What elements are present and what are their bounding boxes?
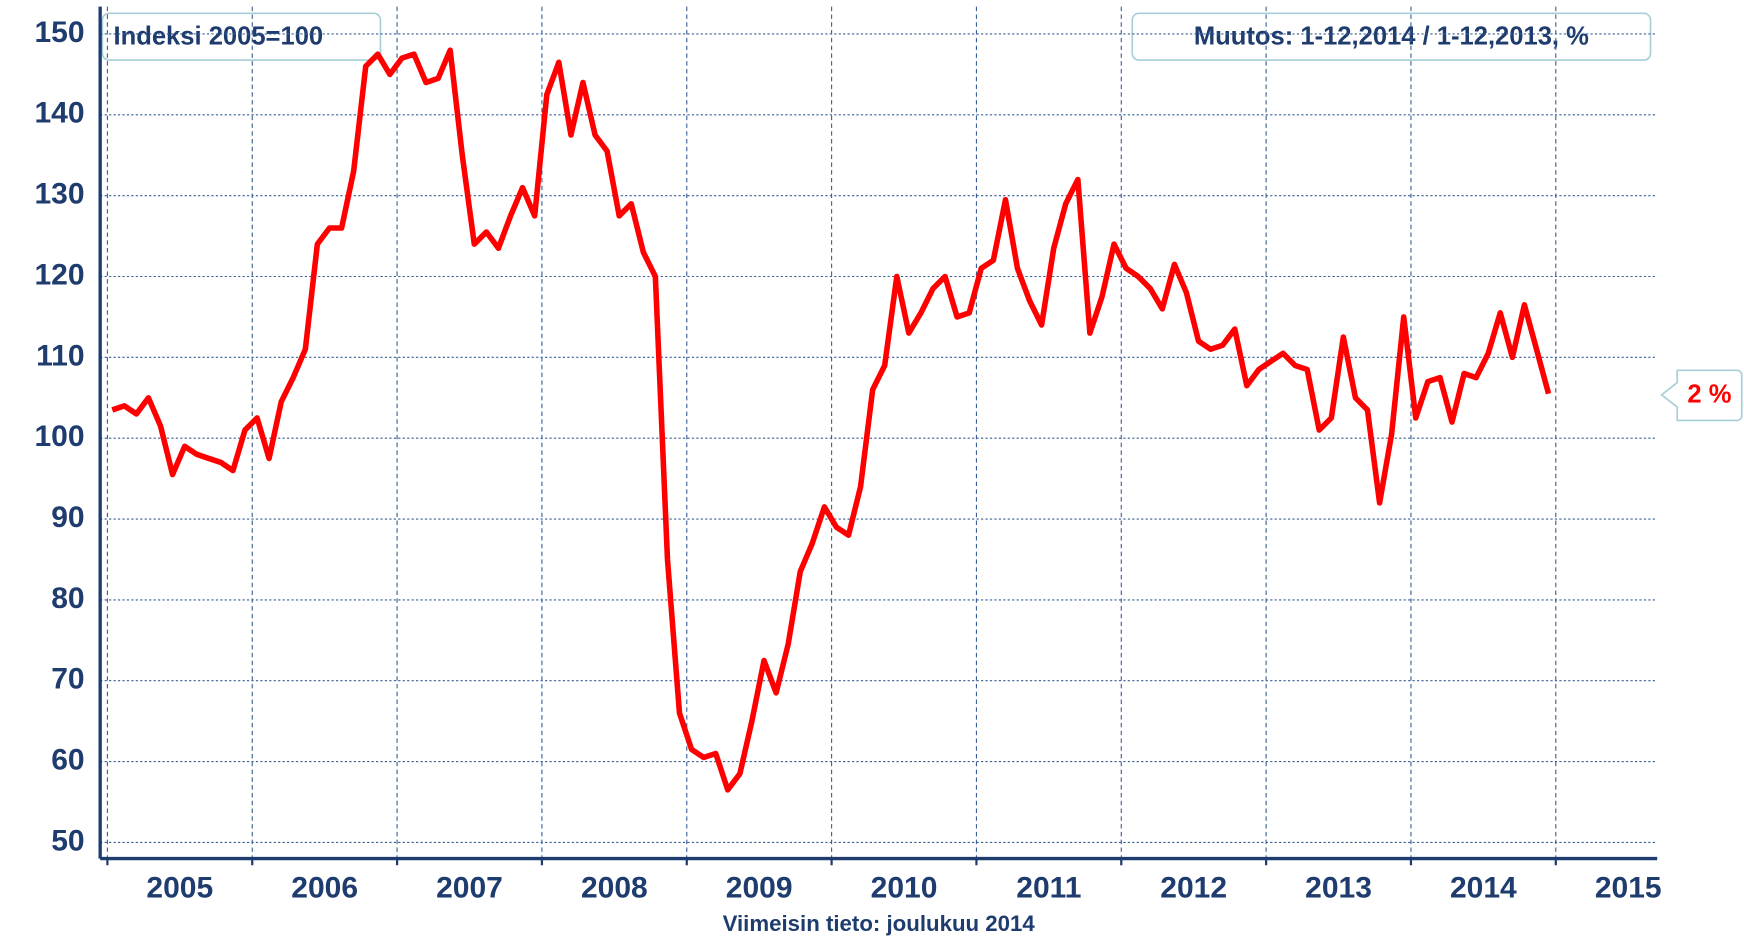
change-value: 2 % bbox=[1687, 381, 1731, 409]
x-tick-label: 2010 bbox=[871, 872, 938, 905]
y-tick-label: 100 bbox=[34, 420, 84, 453]
x-tick-label: 2014 bbox=[1450, 872, 1517, 905]
y-tick-label: 150 bbox=[34, 16, 84, 49]
y-tick-label: 110 bbox=[36, 339, 84, 372]
y-tick-label: 120 bbox=[34, 258, 84, 291]
x-tick-label: 2015 bbox=[1595, 872, 1662, 905]
x-tick-label: 2011 bbox=[1016, 872, 1081, 905]
y-tick-label: 60 bbox=[51, 744, 84, 777]
change-callout bbox=[1660, 369, 1743, 422]
x-tick-label: 2005 bbox=[146, 872, 213, 905]
y-tick-label: 80 bbox=[51, 582, 84, 615]
index-label: Indeksi 2005=100 bbox=[114, 23, 324, 51]
y-tick-label: 130 bbox=[34, 178, 84, 211]
footer: Viimeisin tieto: joulukuu 2014 bbox=[723, 911, 1036, 936]
y-tick-label: 50 bbox=[51, 824, 84, 857]
x-tick-label: 2009 bbox=[726, 872, 793, 905]
x-tick-label: 2006 bbox=[291, 872, 358, 905]
x-tick-label: 2007 bbox=[436, 872, 503, 905]
change-label: Muutos: 1-12,2014 / 1-12,2013, % bbox=[1194, 23, 1589, 51]
x-tick-label: 2012 bbox=[1160, 872, 1227, 905]
x-tick-label: 2013 bbox=[1305, 872, 1372, 905]
line bbox=[111, 47, 1552, 793]
y-tick-label: 70 bbox=[51, 663, 84, 696]
y-tick-label: 90 bbox=[51, 501, 84, 534]
change-box bbox=[1131, 12, 1652, 61]
y-tick-label: 140 bbox=[34, 97, 84, 130]
index-box bbox=[101, 12, 382, 61]
x-tick-label: 2008 bbox=[581, 872, 648, 905]
